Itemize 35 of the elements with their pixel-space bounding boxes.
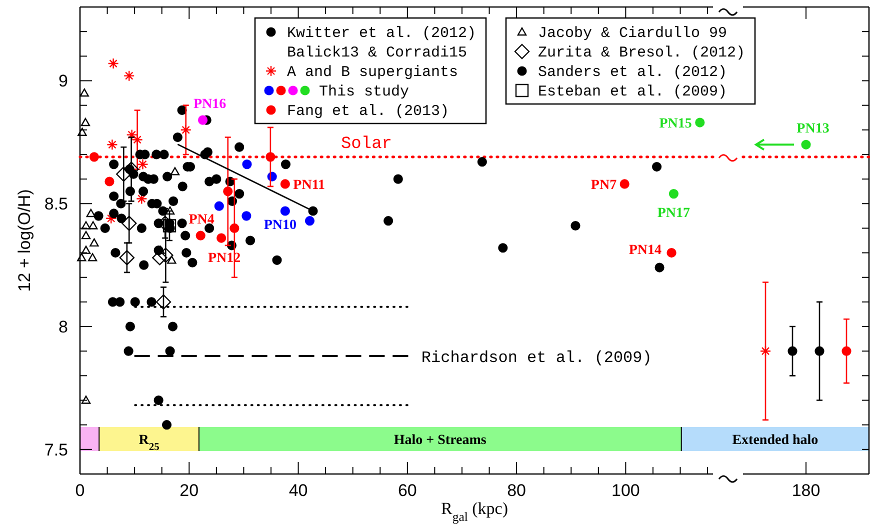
x-tick-label: 40 (288, 481, 308, 500)
band-label: Halo + Streams (394, 433, 487, 448)
band-label: Extended halo (732, 433, 818, 448)
y-tick-label: 9 (58, 72, 68, 91)
legend-label: Sanders et al. (2012) (538, 64, 728, 81)
legend-label: Esteban et al. (2009) (538, 84, 728, 100)
annotation: PN10 (264, 218, 297, 234)
annotation: PN7 (590, 178, 617, 193)
x-axis-title: R$_{gal}$ (kpc) (440, 499, 508, 524)
annotation: PN11 (293, 178, 326, 193)
x-tick-label: 80 (507, 481, 526, 500)
annotation: PN14 (628, 242, 662, 258)
legend-label: Fang et al. (2013) (287, 103, 450, 120)
ref-line-label: Solar (340, 134, 392, 154)
series-label: Richardson et al. (2009) (421, 349, 652, 368)
annotation: PN17 (657, 206, 690, 221)
y-tick-label: 8.5 (44, 194, 68, 214)
annotation: PN16 (193, 97, 226, 112)
band-label: R$_{25}$ (138, 433, 160, 452)
annotation: PN15 (659, 116, 692, 132)
x-tick-label: 60 (398, 481, 417, 500)
annotation: PN13 (796, 122, 830, 137)
y-axis-title: 12 + log(O/H) (15, 189, 34, 292)
x-tick-label: 0 (75, 481, 85, 500)
annotation: PN4 (188, 212, 214, 228)
x-tick-label: 180 (792, 481, 820, 500)
y-tick-label: 8 (58, 318, 68, 337)
legend-label: Zurita & Bresol. (2012) (538, 44, 746, 62)
legend-label: Jacoby & Ciardullo 99 (538, 25, 728, 42)
legend-label: This study (319, 84, 410, 100)
legend-label: Kwitter et al. (2012) Balick13 & Corradi15 (287, 25, 476, 62)
y-tick-label: 7.5 (44, 440, 68, 460)
legend-label: A and B supergiants (287, 64, 458, 81)
x-tick-label: 100 (612, 481, 640, 500)
x-tick-label: 20 (180, 481, 199, 500)
